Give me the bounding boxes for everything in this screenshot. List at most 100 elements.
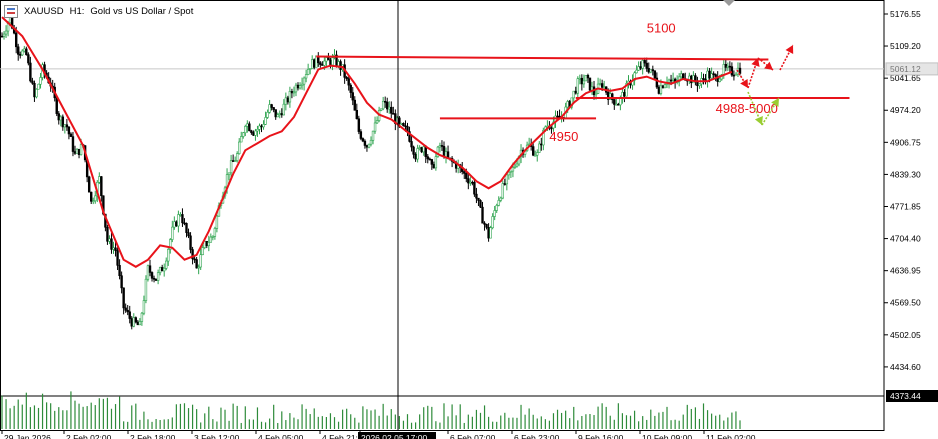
candle-body — [442, 146, 446, 158]
x-tick-label: 4 Feb 05:00 — [258, 433, 304, 439]
candle-body — [347, 78, 350, 86]
x-tick-label: 3 Feb 12:00 — [194, 433, 240, 439]
candle-body — [39, 77, 42, 85]
candle-body — [586, 74, 590, 79]
candle-body — [199, 254, 202, 268]
candle-body — [410, 141, 413, 148]
candle-body — [215, 215, 219, 229]
candle-body — [536, 152, 539, 156]
candle-body — [390, 106, 393, 114]
candle-body — [481, 206, 484, 224]
candle-body — [655, 77, 659, 88]
scenario-arrow-alt-head — [771, 98, 779, 107]
candle-body — [680, 73, 683, 78]
candle-body — [128, 311, 131, 319]
candle-body — [171, 226, 174, 240]
candle-body — [248, 123, 251, 132]
candle-body — [682, 73, 685, 79]
candle-body — [148, 265, 152, 273]
candle-body — [288, 91, 292, 103]
candle-body — [114, 247, 117, 251]
candle-body — [534, 154, 537, 157]
candle-body — [17, 46, 20, 55]
candle-body — [430, 159, 434, 165]
candle-body — [471, 181, 474, 184]
candle-body — [270, 104, 273, 108]
candle-body — [229, 160, 233, 174]
candle-body — [71, 136, 75, 152]
candle-body — [302, 77, 306, 85]
candle-body — [359, 131, 363, 139]
candle-body — [661, 85, 665, 89]
candle-body — [55, 97, 58, 114]
candle-body — [0, 35, 4, 38]
candle-body — [513, 165, 517, 168]
candle-body — [160, 267, 164, 272]
candle-body — [718, 78, 721, 82]
candle-body — [487, 226, 490, 239]
candle-body — [152, 278, 156, 280]
candle-body — [538, 143, 541, 153]
candle-body — [112, 247, 115, 250]
y-tick-label: 5109.20 — [890, 41, 921, 51]
candle-body — [65, 124, 69, 128]
candle-body — [2, 33, 6, 37]
candle-body — [424, 146, 427, 157]
candle-body — [373, 122, 377, 132]
candle-body — [331, 57, 334, 66]
candle-body — [177, 214, 180, 227]
candle-body — [491, 216, 494, 229]
chart-icon[interactable] — [4, 4, 18, 18]
candle-body — [233, 160, 237, 162]
candle-body — [173, 221, 176, 228]
x-tick-label: 4 Feb 21:00 — [322, 433, 368, 439]
candle-body — [625, 83, 628, 97]
x-tick-label: 2 Feb 02:00 — [66, 433, 112, 439]
candle-body — [242, 132, 245, 137]
candle-body — [231, 160, 235, 162]
candle-body — [209, 236, 213, 243]
candle-body — [463, 171, 466, 174]
candle-body — [122, 287, 125, 309]
dropdown-arrow-icon[interactable] — [723, 0, 735, 6]
candle-body — [600, 83, 604, 88]
candle-body — [375, 120, 379, 124]
candle-body — [59, 116, 62, 121]
candle-body — [185, 223, 188, 233]
candle-body — [227, 172, 231, 175]
candle-body — [284, 97, 288, 105]
annotation-label: 4950 — [549, 129, 578, 144]
candle-body — [87, 176, 91, 193]
candle-body — [505, 174, 509, 185]
candle-body — [258, 125, 261, 130]
candle-body — [485, 224, 488, 228]
candle-body — [615, 103, 618, 106]
candle-body — [94, 195, 97, 202]
crosshair-date-label: 2026.02.05 17:00 — [361, 433, 427, 439]
candle-body — [339, 61, 342, 70]
candle-body — [503, 183, 507, 185]
candle-body — [134, 317, 138, 323]
candle-body — [400, 123, 403, 125]
candle-body — [351, 92, 354, 101]
candle-body — [465, 173, 468, 179]
candle-body — [90, 191, 93, 202]
candle-body — [355, 109, 359, 120]
candle-body — [154, 278, 158, 281]
candle-body — [116, 250, 119, 266]
candle-body — [418, 147, 421, 149]
candle-body — [428, 158, 431, 161]
symbol-label: XAUUSD — [24, 5, 64, 17]
candle-body — [408, 131, 411, 142]
candle-body — [300, 83, 304, 86]
candle-body — [509, 170, 513, 173]
candle-body — [308, 68, 312, 70]
candle-body — [181, 214, 184, 224]
candle-body — [649, 69, 652, 73]
candle-body — [315, 55, 318, 68]
candle-body — [469, 181, 472, 184]
x-tick-label: 6 Feb 07:00 — [450, 433, 496, 439]
candle-body — [657, 86, 661, 94]
candle-body — [126, 309, 129, 313]
